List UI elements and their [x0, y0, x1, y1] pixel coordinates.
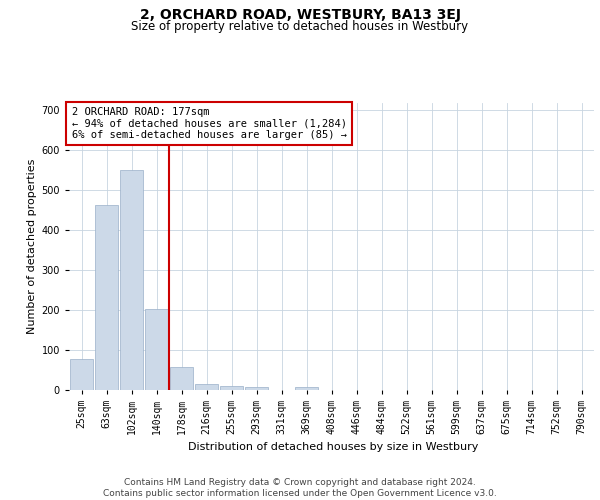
Text: 2 ORCHARD ROAD: 177sqm
← 94% of detached houses are smaller (1,284)
6% of semi-d: 2 ORCHARD ROAD: 177sqm ← 94% of detached…: [71, 107, 347, 140]
Bar: [120, 170, 143, 390]
Text: Size of property relative to detached houses in Westbury: Size of property relative to detached ho…: [131, 20, 469, 33]
Bar: [195, 384, 218, 390]
Text: Contains HM Land Registry data © Crown copyright and database right 2024.
Contai: Contains HM Land Registry data © Crown c…: [103, 478, 497, 498]
Bar: [220, 386, 243, 390]
Text: 2, ORCHARD ROAD, WESTBURY, BA13 3EJ: 2, ORCHARD ROAD, WESTBURY, BA13 3EJ: [139, 8, 461, 22]
Bar: [95, 205, 118, 390]
Bar: [295, 387, 318, 390]
Bar: [245, 387, 268, 390]
Text: Distribution of detached houses by size in Westbury: Distribution of detached houses by size …: [188, 442, 478, 452]
Y-axis label: Number of detached properties: Number of detached properties: [28, 158, 37, 334]
Bar: [170, 367, 193, 390]
Bar: [145, 308, 168, 390]
Bar: [70, 359, 93, 390]
